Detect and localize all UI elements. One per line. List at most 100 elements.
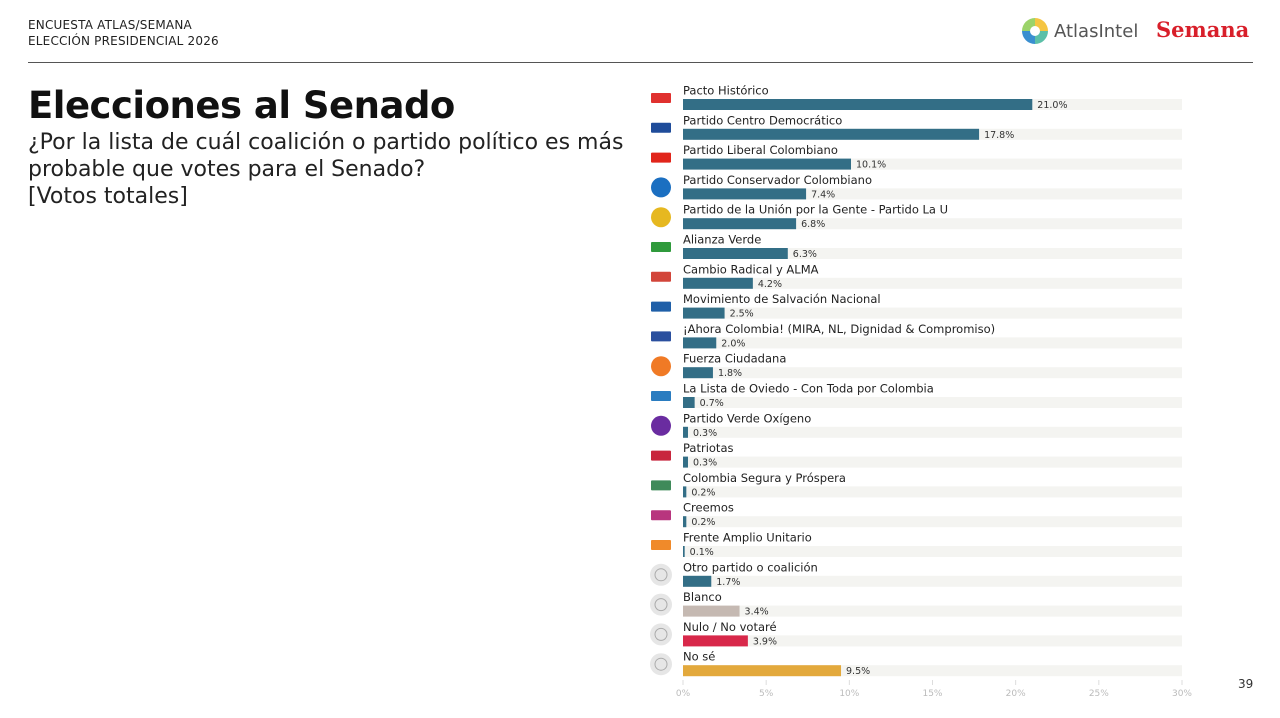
value-label: 17.8% [984,130,1014,141]
category-label: Partido Verde Oxígeno [683,411,811,425]
atlasintel-logo-text: AtlasIntel [1054,20,1139,42]
bar [683,665,842,677]
value-label: 1.8% [718,368,742,379]
category-label: Pacto Histórico [683,84,769,98]
x-tick-label: 30% [1172,689,1192,699]
x-tick-label: 25% [1089,689,1109,699]
category-label: ¡Ahora Colombia! (MIRA, NL, Dignidad & C… [683,322,995,336]
creemos-logo [651,510,671,521]
colombia-segura-logo [651,480,671,491]
bar-track [683,635,1182,647]
question-icon-bg [650,653,672,676]
question: ¿Por la lista de cuál coalición o partid… [28,130,624,182]
category-label: Otro partido o coalición [683,560,818,574]
category-label: Frente Amplio Unitario [683,531,812,545]
bar [683,575,712,587]
category-label: La Lista de Oviedo - Con Toda por Colomb… [683,382,934,396]
bar-track [683,665,1182,677]
value-label: 4.2% [758,279,782,290]
category-label: Alianza Verde [683,233,761,247]
category-label: Movimiento de Salvación Nacional [683,292,881,306]
value-label: 3.9% [753,636,777,647]
centro-democratico-logo [651,122,671,133]
value-label: 6.3% [793,249,817,260]
bar [683,248,788,259]
category-label: Nulo / No votaré [683,620,777,634]
conservador-logo [651,177,671,198]
la-u-logo [651,207,671,228]
x-tick-label: 5% [759,689,774,699]
question-note: [Votos totales] [28,184,188,209]
pacto-logo [651,93,671,103]
null-vote-icon [654,627,668,641]
semana-logo: Semana [1156,17,1250,42]
question-text: ¿Por la lista de cuál coalición o partid… [28,129,628,210]
bar [683,128,980,140]
atlasintel-logo: AtlasIntel [1022,18,1138,44]
category-label: Partido Conservador Colombiano [683,173,872,187]
bar [683,486,687,498]
bar [683,158,851,170]
category-label: Patriotas [683,441,733,455]
bar [683,99,1033,110]
value-label: 10.1% [856,160,886,171]
bar [683,635,748,647]
value-label: 7.4% [811,189,835,200]
page-number: 39 [1238,677,1254,691]
bar [683,337,717,349]
value-label: 0.7% [700,398,724,409]
x-tick-label: 20% [1006,689,1026,699]
blank-vote-icon [654,598,668,612]
category-label: Fuerza Ciudadana [683,352,786,366]
bar-track [683,486,1182,498]
bar-track [683,397,1182,408]
bar [683,367,713,379]
page-title: Elecciones al Senado [28,84,455,127]
bar [683,307,725,319]
bar-track [683,456,1182,468]
election-name: ELECCIÓN PRESIDENCIAL 2026 [28,34,219,48]
bar-track [683,516,1182,528]
category-label: Blanco [683,590,722,604]
bar-track [683,277,1182,289]
value-label: 0.3% [693,458,717,469]
bar-track [683,367,1182,379]
value-label: 3.4% [745,607,769,618]
x-tick-label: 0% [676,689,691,699]
bar-track [683,426,1182,438]
category-label: Cambio Radical y ALMA [683,262,819,276]
liberal-logo [651,152,671,163]
x-tick-label: 15% [922,689,942,699]
ahora-colombia-logo [651,331,671,342]
bar [683,516,687,528]
bar-track [683,575,1182,587]
category-label: Colombia Segura y Próspera [683,471,846,485]
alianza-verde-logo [651,242,671,252]
header-divider [28,62,1253,63]
bar [683,218,797,230]
null-vote-icon-bg [650,623,672,646]
bar-track [683,248,1182,259]
bar [683,277,753,289]
category-label: Creemos [683,501,734,515]
value-label: 0.2% [691,517,715,528]
salvacion-nacional-logo [651,301,671,312]
bar [683,188,807,200]
cambio-radical-logo [651,271,671,282]
value-label: 6.8% [801,219,825,230]
bar-track [683,307,1182,319]
bar [683,456,688,468]
value-label: 2.0% [721,338,745,349]
frente-amplio-logo [651,540,671,550]
blank-vote-icon-bg [650,593,672,616]
value-label: 1.7% [716,577,740,588]
survey-name: ENCUESTA ATLAS/SEMANA [28,18,192,32]
bar-track [683,546,1182,557]
question-icon [654,657,668,671]
category-label: No sé [683,650,715,664]
category-label: Partido de la Unión por la Gente - Parti… [683,203,948,217]
survey-header: ENCUESTA ATLAS/SEMANA ELECCIÓN PRESIDENC… [28,17,219,49]
value-label: 2.5% [730,309,754,320]
category-label: Partido Centro Democrático [683,113,842,127]
